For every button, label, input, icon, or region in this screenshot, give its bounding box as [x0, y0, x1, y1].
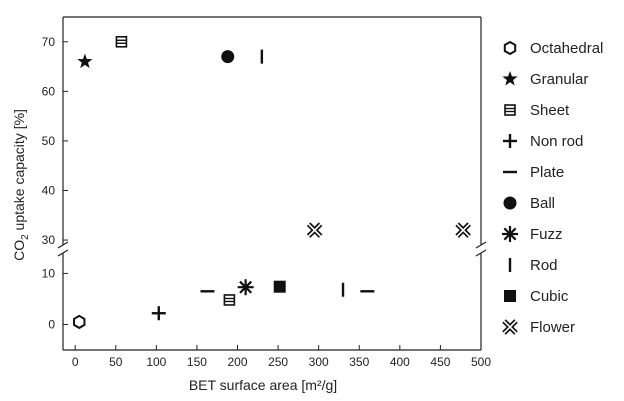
- x-tick-label: 150: [187, 355, 207, 369]
- y-axis-break-right-a: [475, 241, 487, 249]
- x-tick-label: 100: [146, 355, 166, 369]
- legend-marker-flower: [502, 319, 518, 335]
- y-axis-label-sub: 2: [20, 234, 31, 240]
- legend-label: Cubic: [530, 288, 569, 305]
- point-fuzz-0: [237, 279, 254, 296]
- x-tick-label: 350: [349, 355, 369, 369]
- y-tick-label: 50: [42, 134, 56, 148]
- legend: Octahedral Granular Sheet Non rod Plate Ball F…: [502, 40, 603, 336]
- legend-label: Octahedral: [530, 40, 603, 57]
- x-tick-label: 0: [72, 355, 79, 369]
- x-tick-label: 300: [309, 355, 329, 369]
- y-tick-label: 40: [42, 183, 56, 197]
- y-axis-break-right-b: [475, 249, 487, 257]
- y-axis-label-rest: uptake capacity [%]: [11, 109, 27, 234]
- legend-label: Plate: [530, 164, 564, 181]
- x-tick-label: 200: [227, 355, 247, 369]
- y-axis-break-left-b: [57, 249, 69, 257]
- legend-label: Non rod: [530, 133, 583, 150]
- y-tick-label: 70: [42, 35, 56, 49]
- legend-label: Sheet: [530, 102, 570, 119]
- point-flower-0: [306, 222, 323, 238]
- legend-label: Granular: [530, 71, 588, 88]
- x-tick-label: 400: [390, 355, 410, 369]
- point-non-rod-0: [151, 306, 166, 321]
- legend-marker-ball: [503, 196, 517, 210]
- x-tick-label: 500: [471, 355, 491, 369]
- data-points: [73, 35, 471, 330]
- x-tick-label: 50: [109, 355, 123, 369]
- point-granular-0: [77, 53, 93, 69]
- x-axis-label: BET surface area [m²/g]: [189, 377, 337, 393]
- y-axis-label-main: CO: [11, 240, 27, 261]
- legend-marker-non-rod: [503, 134, 517, 148]
- axis-ticks: 0 50 100 150 200 250 300 350 400 450 500 0 10 30 40 50 6…: [42, 35, 492, 369]
- legend-marker-sheet: [504, 104, 516, 116]
- y-axis-label: CO2 uptake capacity [%]: [11, 109, 31, 261]
- legend-marker-octahedral: [503, 40, 517, 56]
- legend-marker-cubic: [504, 290, 516, 302]
- y-tick-label: 10: [42, 266, 56, 280]
- x-tick-label: 450: [430, 355, 450, 369]
- point-sheet-0: [115, 35, 128, 48]
- point-ball-0: [221, 50, 235, 64]
- legend-marker-granular: [502, 71, 518, 86]
- x-tick-label: 250: [268, 355, 288, 369]
- plot-frame: [57, 16, 487, 351]
- point-octahedral-0: [73, 314, 86, 330]
- y-tick-label: 60: [42, 84, 56, 98]
- y-axis-break-left-a: [57, 241, 69, 249]
- point-sheet-1: [223, 294, 236, 306]
- y-tick-label: 0: [48, 317, 55, 331]
- point-flower-1: [455, 222, 471, 238]
- legend-marker-fuzz: [502, 226, 518, 242]
- legend-label: Flower: [530, 319, 575, 336]
- legend-label: Ball: [530, 195, 555, 212]
- point-cubic-0: [273, 280, 286, 293]
- legend-label: Fuzz: [530, 226, 563, 243]
- legend-label: Rod: [530, 257, 558, 274]
- y-tick-label: 30: [42, 233, 56, 247]
